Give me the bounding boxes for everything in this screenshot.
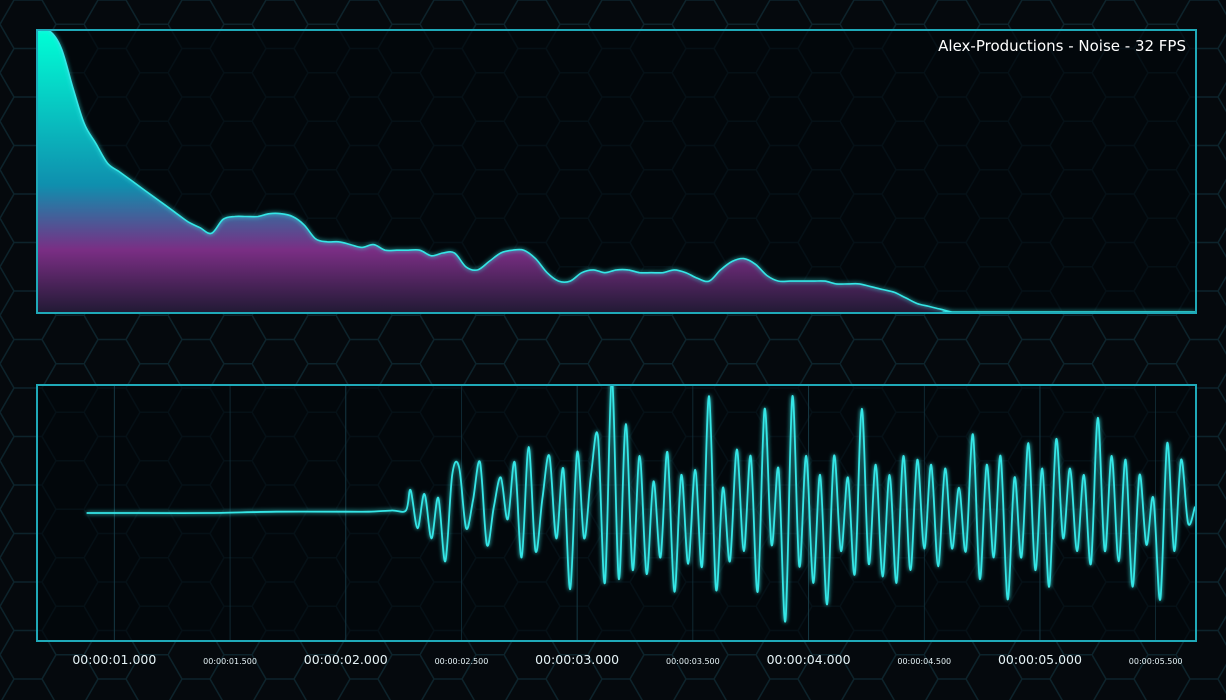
spectrum-panel [36,29,1197,314]
waveform-x-axis: 00:00:01.000 00:00:02.000 00:00:03.000 00:0… [72,652,1182,667]
x-tick-label-major-2: 00:00:03.000 [535,652,619,667]
spectrum-border [36,29,1197,314]
waveform-border [36,384,1197,642]
waveform-line [86,385,1196,623]
waveform-panel: 00:00:01.000 00:00:02.000 00:00:03.000 00:0… [36,384,1197,667]
x-tick-label-minor-2: 00:00:03.500 [666,657,720,666]
spectrum-title: Alex-Productions - Noise - 32 FPS [938,37,1186,55]
x-tick-label-major-0: 00:00:01.000 [72,652,156,667]
x-tick-label-major-3: 00:00:04.000 [767,652,851,667]
spectrum-outline [37,30,1195,313]
x-tick-label-minor-4: 00:00:05.500 [1129,657,1183,666]
x-tick-label-minor-0: 00:00:01.500 [203,657,257,666]
x-tick-label-minor-3: 00:00:04.500 [897,657,951,666]
x-tick-label-major-4: 00:00:05.000 [998,652,1082,667]
spectrum-area [38,30,1195,313]
x-tick-label-minor-1: 00:00:02.500 [435,657,489,666]
x-tick-label-major-1: 00:00:02.000 [304,652,388,667]
